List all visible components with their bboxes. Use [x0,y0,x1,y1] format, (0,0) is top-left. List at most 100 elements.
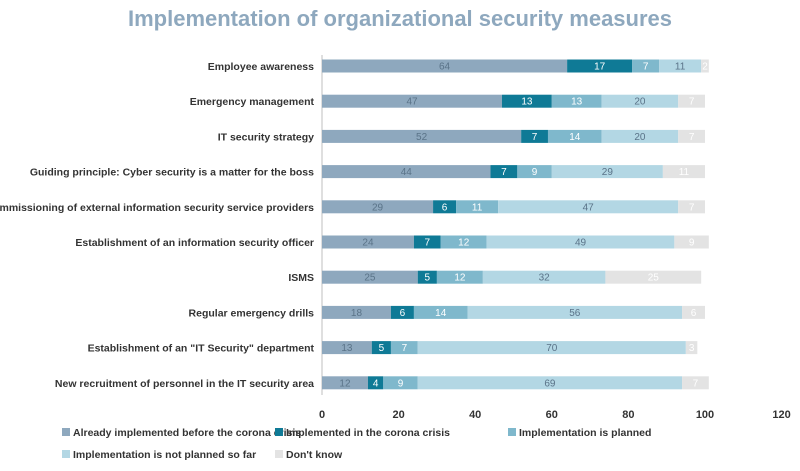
data-label: 7 [689,132,695,143]
bar-segment [502,94,552,108]
data-label: 2 [702,62,708,73]
data-label: 32 [539,273,551,284]
data-label: 13 [571,97,583,108]
bar-segment [322,165,491,179]
bar-segment [413,305,468,319]
legend-swatch [275,428,283,436]
data-label: 14 [569,132,581,143]
bar-segment [521,129,548,143]
category-label: New recruitment of personnel in the IT s… [55,378,314,390]
x-tick-label: 80 [622,409,634,421]
bar-segment [371,341,391,355]
data-label: 5 [379,343,385,354]
data-label: 13 [521,97,533,108]
bar-segment [601,94,679,108]
bar-segment [322,235,414,249]
bar-segment [322,129,522,143]
bar-segment [662,165,705,179]
legend-swatch [275,450,283,458]
category-label: Employee awareness [208,61,314,73]
category-label: Establishment of an information security… [75,237,314,249]
bar-segment [467,305,683,319]
legend-swatch [508,428,516,436]
data-label: 14 [435,308,447,319]
data-label: 6 [691,308,697,319]
data-label: 17 [594,62,606,73]
bar-segment [678,94,705,108]
data-label: 5 [425,273,431,284]
category-label: IT security strategy [218,131,314,143]
data-label: 13 [341,343,353,354]
x-tick-label: 40 [469,409,481,421]
bar-segment [674,235,709,249]
data-label: 47 [406,97,418,108]
bar-segment [486,235,675,249]
data-label: 24 [362,238,374,249]
x-tick-label: 100 [696,409,714,421]
data-label: 20 [634,97,646,108]
bar-segment [678,129,705,143]
bar-segment [440,235,487,249]
data-label: 11 [675,62,686,73]
bar-segment [498,200,679,214]
data-label: 18 [351,308,363,319]
data-label: 7 [501,167,507,178]
bar-segment [659,59,702,73]
legend-label: Already implemented before the corona cr… [73,427,301,439]
data-label: 29 [602,167,614,178]
data-label: 7 [425,238,431,249]
data-label: 7 [689,97,695,108]
bar-segment [482,270,606,284]
category-label: Commissioning of external information se… [0,202,314,214]
data-label: 4 [373,378,379,389]
data-label: 7 [643,62,649,73]
data-label: 52 [416,132,428,143]
bar-segment [390,341,418,355]
data-label: 25 [648,273,660,284]
bar-segment [417,341,686,355]
bar-segment [383,376,418,390]
x-tick-label: 20 [392,409,404,421]
bar-segment [367,376,384,390]
bar-segment [322,305,391,319]
legend-label: Don't know [286,449,343,461]
bar-segment [567,59,633,73]
bar-segment [417,270,437,284]
bar-segment [322,270,418,284]
bar-segment [701,59,709,73]
bar-segment [601,129,679,143]
bar-segment [390,305,414,319]
data-label: 69 [544,378,556,389]
legend-label: Implementation is planned [519,427,651,439]
bar-segment [322,200,434,214]
data-label: 12 [454,273,466,284]
category-label: Guiding principle: Cyber security is a m… [30,167,314,179]
bar-segment [682,305,705,319]
data-label: 9 [532,167,538,178]
bar-segment [436,270,483,284]
bar-segment [551,94,602,108]
bar-segment [551,165,663,179]
bar-segment [433,200,457,214]
legend-swatch [62,428,70,436]
data-label: 56 [569,308,581,319]
x-tick-label: 120 [772,409,790,421]
legend-label: Implemented in the corona crisis [286,427,450,439]
bar-segment [632,59,660,73]
legend-swatch [62,450,70,458]
category-label: ISMS [288,272,314,284]
data-label: 7 [532,132,538,143]
bar-segment [490,165,518,179]
data-label: 3 [689,343,695,354]
data-label: 11 [679,167,690,178]
data-label: 47 [583,202,595,213]
data-label: 29 [372,202,384,213]
data-label: 25 [364,273,376,284]
data-label: 11 [472,202,483,213]
data-label: 20 [634,132,646,143]
bar-segment [413,235,441,249]
data-label: 44 [401,167,413,178]
bar-segment [322,341,372,355]
data-label: 64 [439,62,451,73]
